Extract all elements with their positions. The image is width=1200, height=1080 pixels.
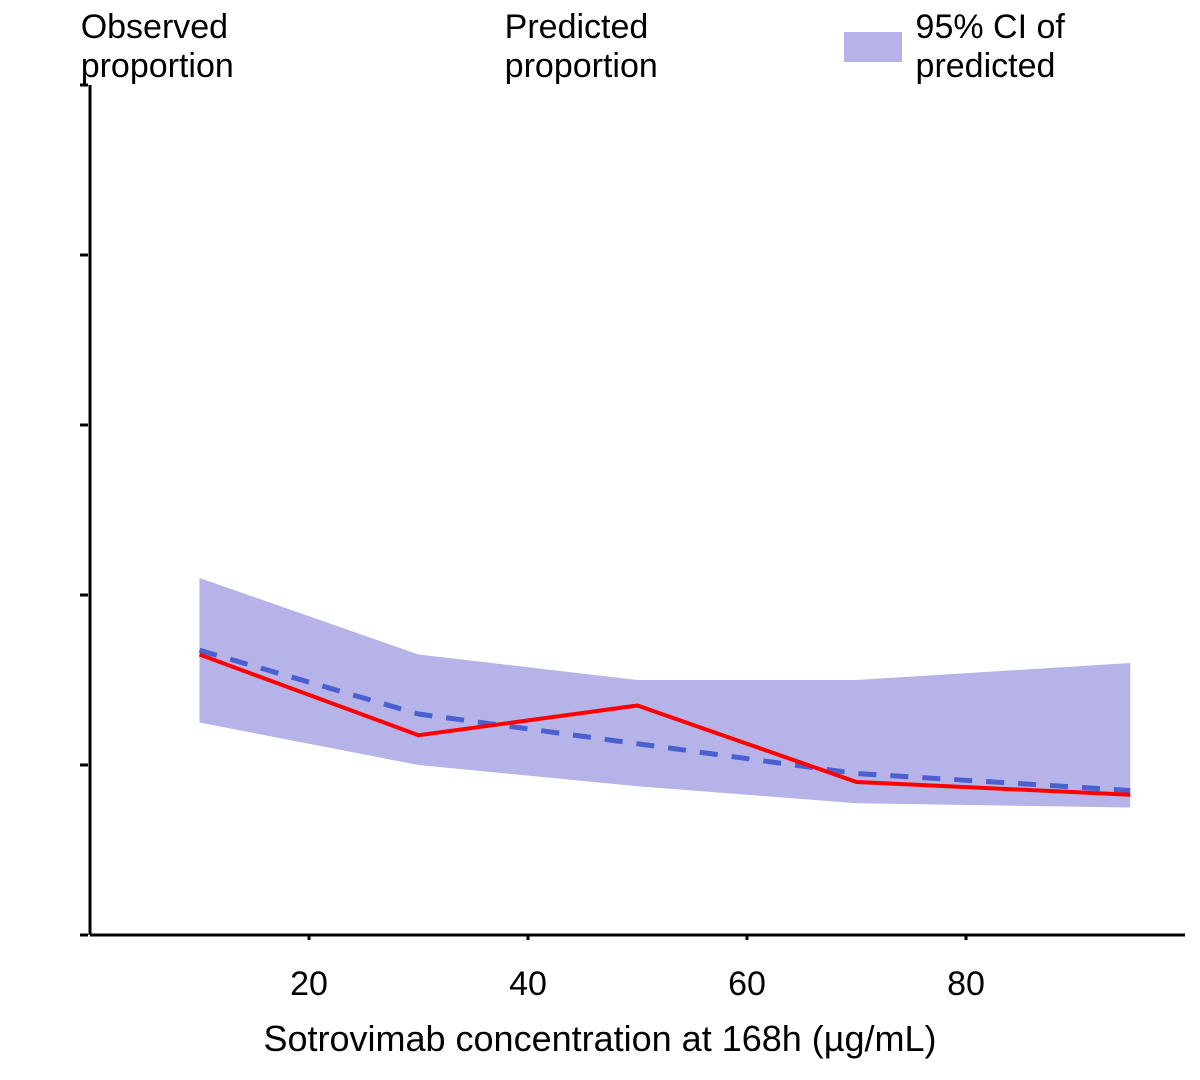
legend-item-observed: Observed proportion <box>0 8 376 86</box>
legend-label-observed: Observed proportion <box>81 8 376 86</box>
x-tick-label: 40 <box>509 965 547 1004</box>
legend-swatch-ci <box>844 32 901 62</box>
legend-item-ci: 95% CI of predicted <box>844 8 1200 86</box>
x-tick-label: 20 <box>290 965 328 1004</box>
plot-area <box>80 80 1190 940</box>
x-axis-title: Sotrovimab concentration at 168h (µg/mL) <box>0 1018 1200 1060</box>
legend-label-ci: 95% CI of predicted <box>916 8 1200 86</box>
legend-item-predicted: Predicted proportion <box>424 8 796 86</box>
chart-svg <box>80 80 1190 940</box>
x-tick-label: 60 <box>728 965 766 1004</box>
legend-label-predicted: Predicted proportion <box>505 8 797 86</box>
x-tick-label: 80 <box>947 965 985 1004</box>
chart-legend: Observed proportion Predicted proportion… <box>0 8 1200 86</box>
